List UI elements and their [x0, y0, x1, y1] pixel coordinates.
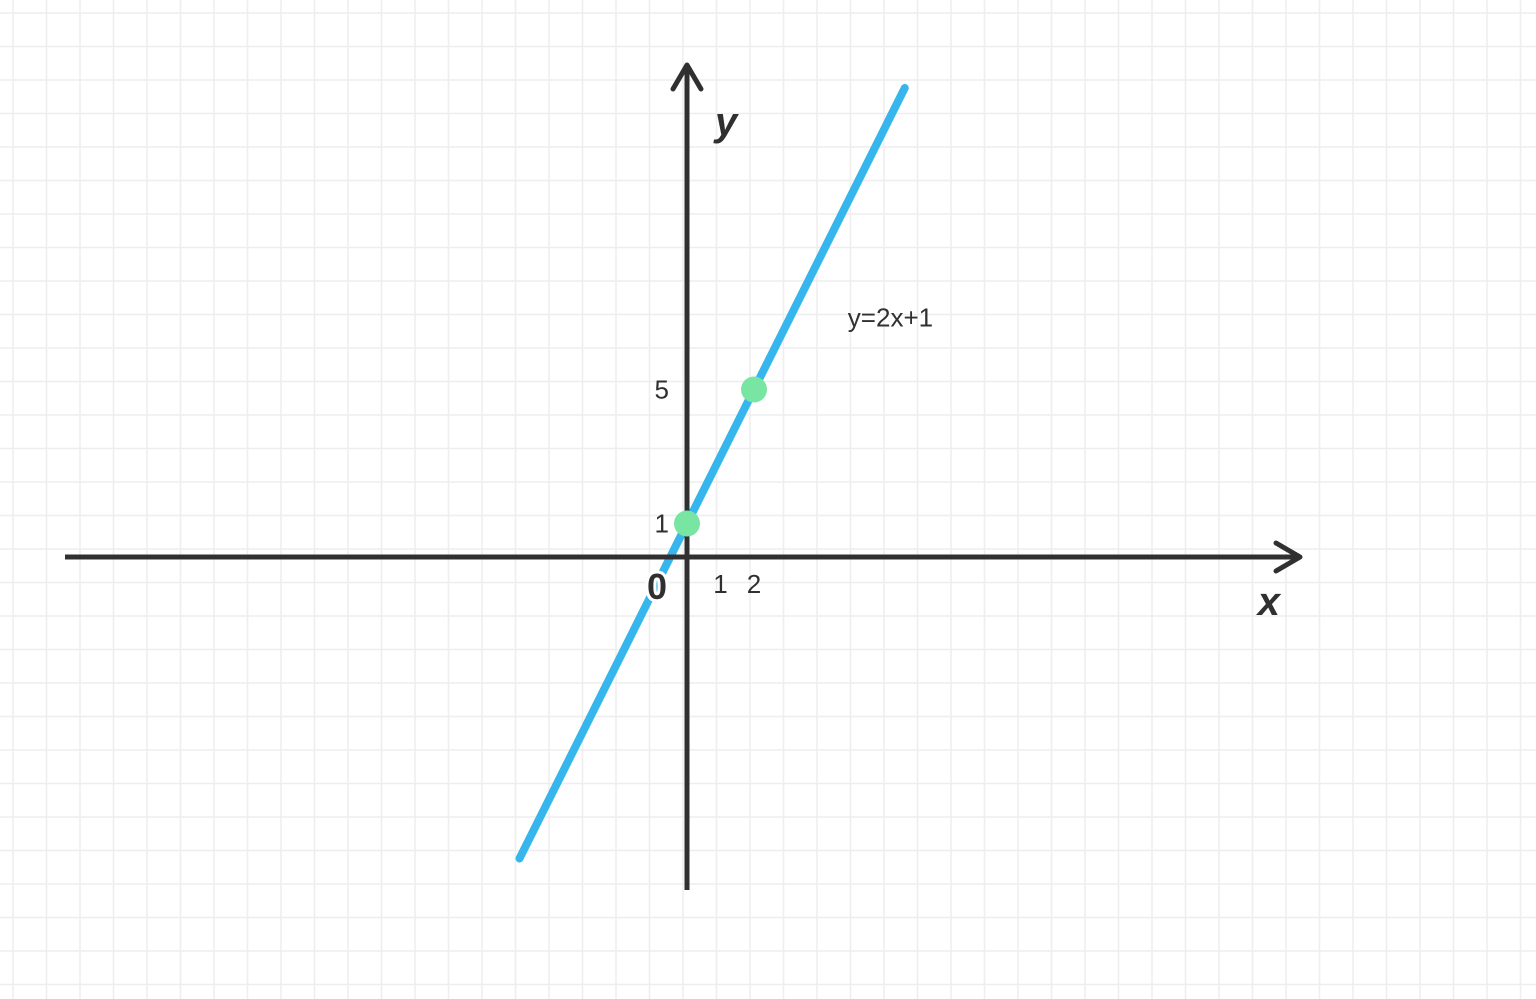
x-axis-label: x — [1256, 580, 1282, 624]
origin-label: 0 — [647, 566, 667, 607]
x-tick-label: 1 — [713, 569, 727, 599]
equation-label: y=2x+1 — [848, 303, 933, 333]
y-axis-label: y — [713, 100, 739, 144]
line-graph: 121500yxy=2x+1 — [0, 0, 1536, 999]
x-tick-label: 2 — [747, 569, 761, 599]
y-tick-label: 1 — [655, 509, 669, 539]
y-tick-label: 5 — [655, 375, 669, 405]
